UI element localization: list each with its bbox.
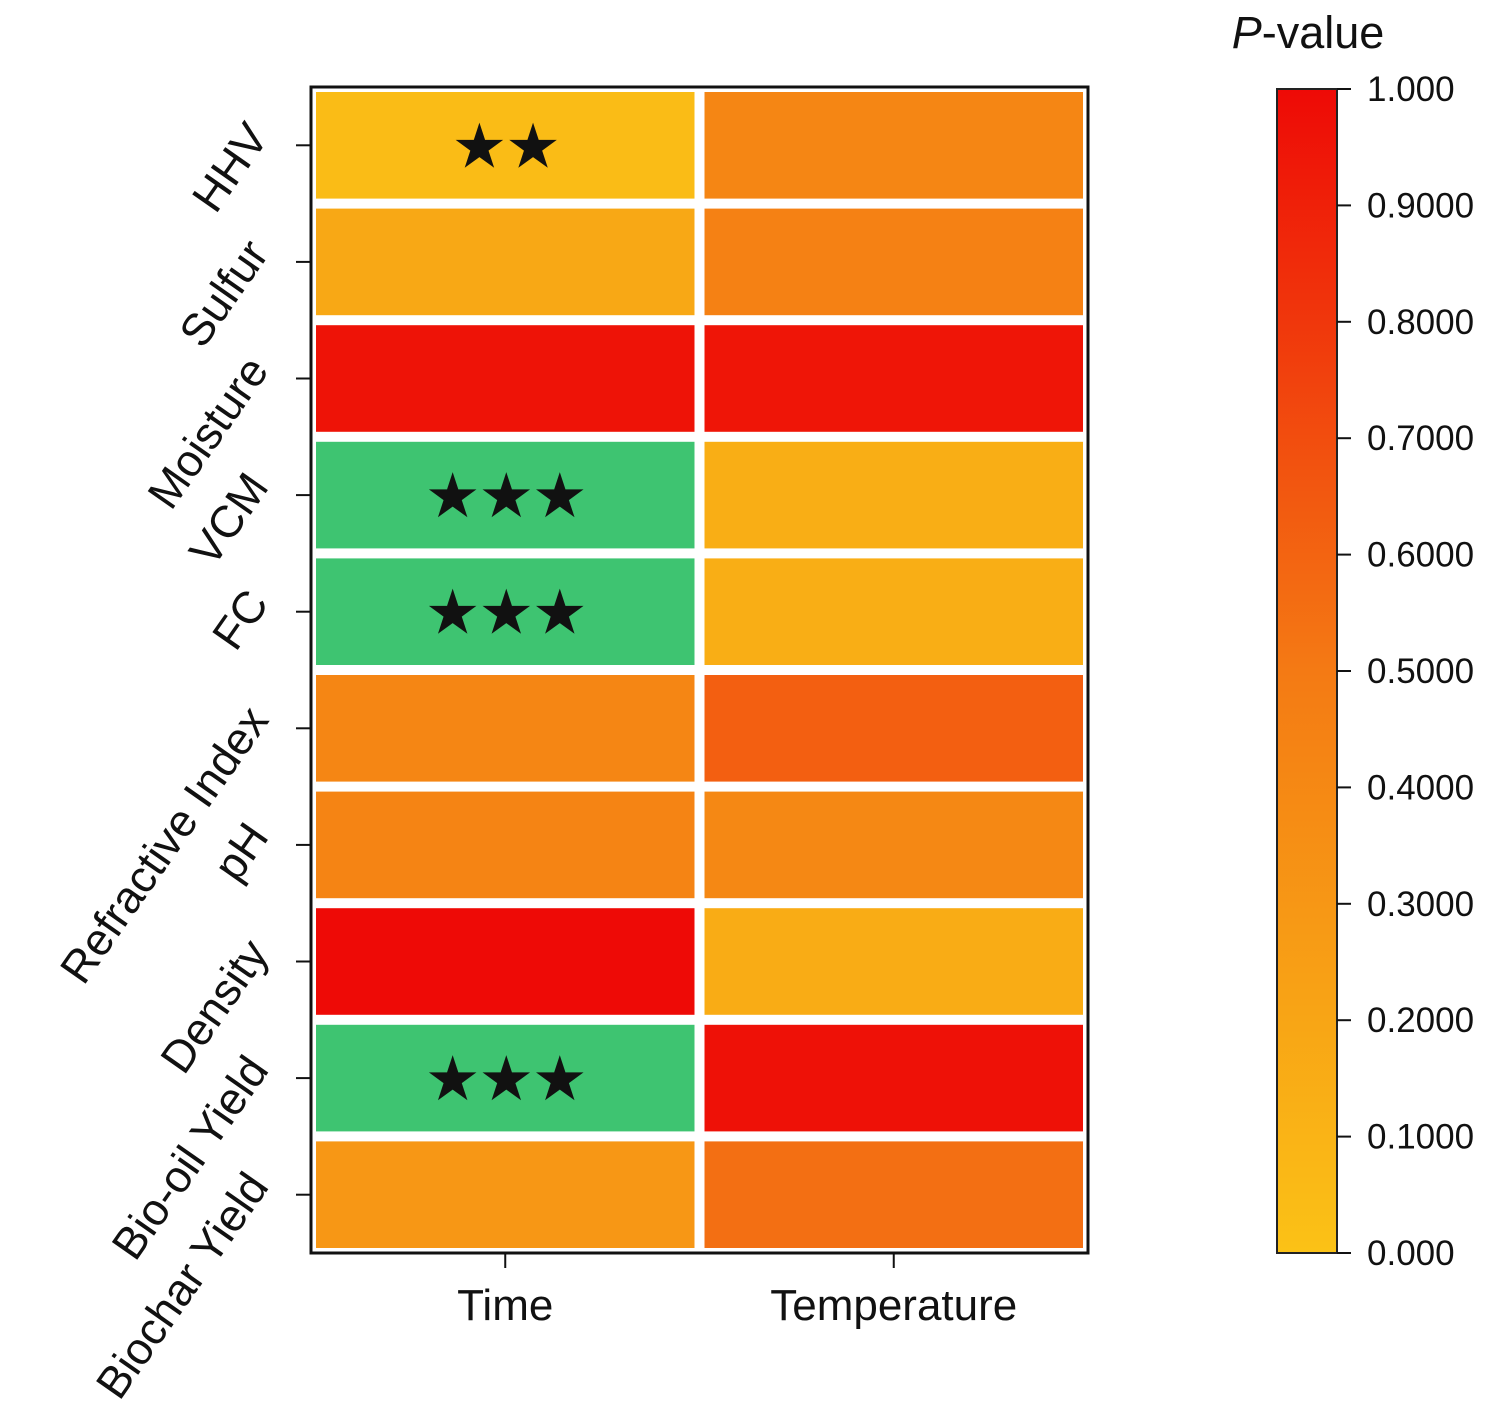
colorbar-gradient — [1276, 88, 1338, 1254]
heatmap-cell — [316, 675, 695, 782]
heatmap-cell — [316, 558, 695, 665]
significance-stars-label: ★★★ — [425, 579, 586, 648]
heatmap-cell — [316, 92, 695, 199]
y-tick-label: Density — [150, 930, 278, 1083]
heatmap-cell — [704, 325, 1083, 432]
colorbar-tick-label: 0.7000 — [1367, 419, 1474, 458]
colorbar-tick-label: 0.4000 — [1367, 768, 1474, 807]
plot-frame — [309, 85, 1090, 1255]
significance-stars-label: ★★ — [452, 112, 559, 181]
colorbar-tick-label: 0.1000 — [1367, 1118, 1474, 1157]
colorbar-tick-label: 0.2000 — [1367, 1001, 1474, 1040]
x-tick-label: Temperature — [770, 1281, 1017, 1330]
colorbar-title-italic: P — [1232, 7, 1262, 58]
heatmap-cell — [316, 908, 695, 1015]
heatmap-cell — [704, 441, 1083, 549]
colorbar-tick-label: 0.6000 — [1367, 536, 1474, 575]
x-tick-label: Time — [457, 1281, 553, 1330]
colorbar-tick-label: 0.8000 — [1367, 303, 1474, 342]
significance-stars-label: ★★★ — [425, 1045, 586, 1114]
colorbar-tick-label: 0.5000 — [1367, 652, 1474, 691]
colorbar-tick-label: 0.3000 — [1367, 885, 1474, 924]
y-tick-label: FC — [202, 580, 278, 658]
y-tick-label: HHV — [182, 114, 278, 221]
heatmap-cell — [704, 208, 1083, 316]
colorbar-tick-label: 0.9000 — [1367, 186, 1474, 225]
heatmap-cell — [316, 1141, 695, 1248]
heatmap-cell — [704, 675, 1083, 782]
heatmap-cell — [316, 208, 695, 316]
colorbar-title: P-value — [1232, 7, 1385, 58]
heatmap-cell — [316, 1024, 695, 1132]
heatmap-cell — [316, 791, 695, 899]
heatmap-cell — [316, 441, 695, 549]
heatmap-cell — [704, 908, 1083, 1015]
heatmap-cell — [704, 558, 1083, 665]
y-tick-label: pH — [203, 813, 278, 889]
colorbar-tick-label: 1.000 — [1367, 70, 1455, 109]
colorbar: P-value 1.000 0.9000 0.8000 0.7000 0.6000 0.5… — [1232, 7, 1474, 1273]
colorbar-tick-label: 0.000 — [1367, 1234, 1455, 1273]
heatmap-cells — [316, 92, 1083, 1248]
heatmap-cell — [704, 791, 1083, 899]
heatmap-cell — [704, 1024, 1083, 1132]
significance-stars-label: ★★★ — [425, 462, 586, 531]
heatmap-cell — [704, 1141, 1083, 1248]
y-tick-label: Sulfur — [169, 230, 278, 356]
heatmap-cell — [704, 92, 1083, 199]
heatmap-cell — [316, 325, 695, 432]
colorbar-title-rest: -value — [1262, 7, 1385, 58]
significance-stars: ★★★★★★★★★★★ — [425, 112, 588, 1114]
x-axis: Time Temperature — [457, 1253, 1017, 1330]
